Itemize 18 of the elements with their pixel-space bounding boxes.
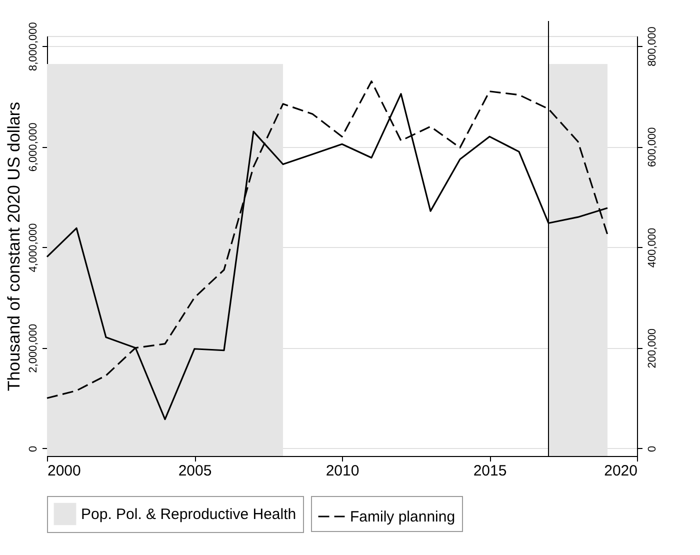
legend-label: Family planning [350,508,456,526]
x-tick-label: 2015 [473,462,507,480]
y-tick-label: 0 [28,446,40,452]
y-tick-label: 8,000,000 [28,22,40,72]
y-axis-title: Thousand of constant 2020 US dollars [4,102,24,392]
y2-tick-label: 200,000 [646,328,658,368]
x-tick-label: 2020 [604,462,638,480]
x-tick-label: 2010 [326,462,360,480]
x-tick-label: 2005 [178,462,212,480]
y-tick-label: 6,000,000 [28,122,40,172]
y2-tick-label: 400,000 [646,228,658,268]
y2-tick-label: 0 [646,446,658,452]
y-tick-label: 4,000,000 [28,223,40,272]
y2-tick-label: 800,000 [646,26,658,66]
y-tick-label: 2,000,000 [28,324,40,373]
y2-tick-label: 600,000 [646,127,658,168]
x-tick-label: 2000 [48,462,81,480]
legend-label: Pop. Pol. & Reproductive Health [81,506,296,523]
